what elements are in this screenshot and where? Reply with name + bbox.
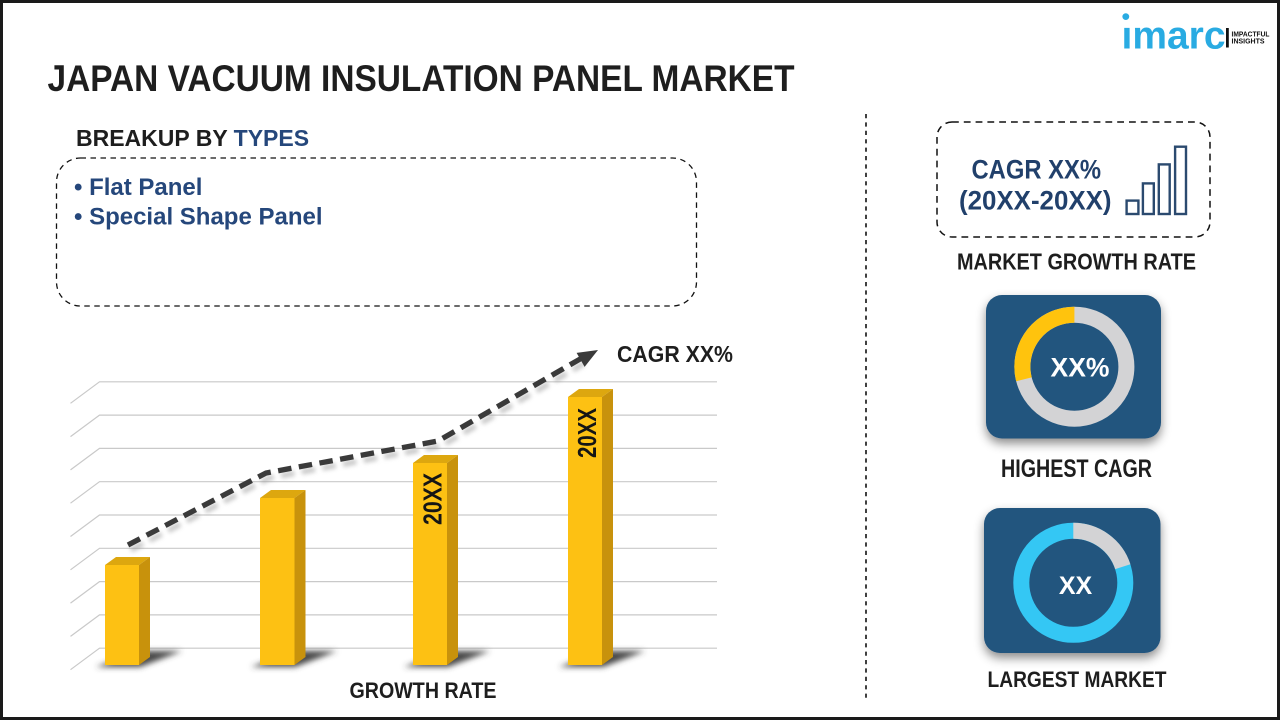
svg-text:MARKET GROWTH RATE: MARKET GROWTH RATE (957, 249, 1196, 275)
svg-text:IMPACTFUL: IMPACTFUL (1232, 30, 1271, 39)
svg-text:• Special Shape Panel: • Special Shape Panel (74, 204, 323, 231)
svg-text:• Flat Panel: • Flat Panel (74, 174, 202, 201)
svg-text:CAGR XX%: CAGR XX% (972, 155, 1102, 185)
svg-text:LARGEST MARKET: LARGEST MARKET (988, 667, 1167, 692)
svg-text:GROWTH RATE: GROWTH RATE (350, 678, 497, 703)
svg-text:ımarc: ımarc (1122, 15, 1226, 58)
svg-text:JAPAN VACUUM INSULATION PANEL: JAPAN VACUUM INSULATION PANEL MARKET (48, 58, 795, 99)
svg-text:HIGHEST CAGR: HIGHEST CAGR (1001, 455, 1152, 483)
svg-text:BREAKUP BY TYPES: BREAKUP BY TYPES (76, 125, 309, 151)
svg-text:XX%: XX% (1051, 353, 1110, 383)
svg-text:20XX: 20XX (418, 472, 448, 525)
svg-text:XX: XX (1059, 572, 1093, 600)
svg-text:CAGR XX%: CAGR XX% (617, 341, 733, 367)
svg-text:20XX: 20XX (572, 407, 602, 458)
svg-text:INSIGHTS: INSIGHTS (1232, 37, 1265, 46)
svg-text:(20XX-20XX): (20XX-20XX) (959, 186, 1112, 216)
